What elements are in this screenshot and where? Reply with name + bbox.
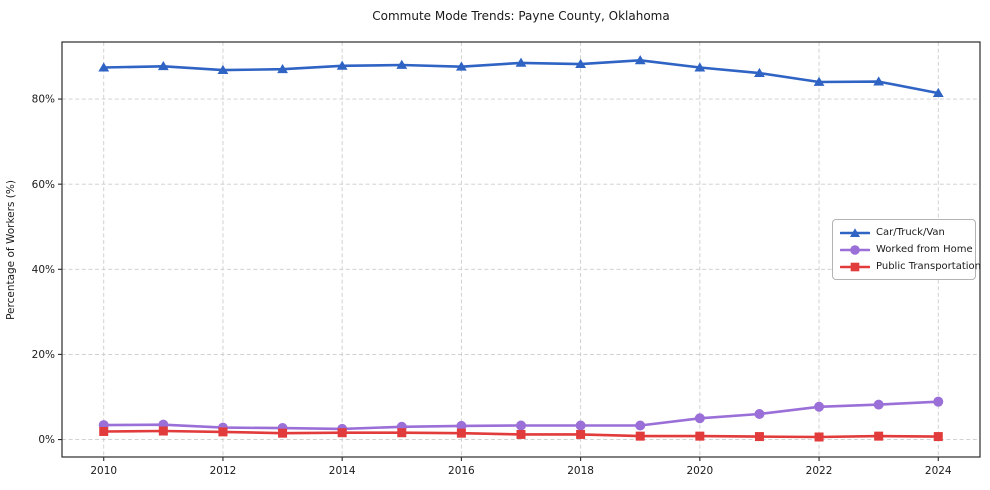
legend-item-public-transportation: Public Transportation (840, 260, 981, 273)
data-marker-public-transportation (99, 426, 109, 436)
data-marker-car-truck-van (336, 60, 348, 70)
data-marker-car-truck-van (694, 62, 706, 72)
data-marker-worked-from-home (694, 413, 705, 424)
data-marker-car-truck-van (217, 64, 229, 74)
data-marker-car-truck-van (575, 58, 587, 69)
data-marker-car-truck-van (932, 87, 944, 97)
x-tick-label: 2020 (686, 465, 713, 477)
legend-label: Public Transportation (876, 261, 981, 272)
data-marker-car-truck-van (873, 76, 885, 86)
data-marker-car-truck-van (98, 62, 110, 72)
x-tick-label: 2012 (210, 465, 237, 477)
axis-layer: 2010 2012 2014 2016 2018 2020 2022 2024 0% 20% 40%… (32, 41, 981, 477)
data-marker-car-truck-van (515, 57, 527, 67)
x-tick-label: 2014 (329, 465, 356, 477)
grid-layer (62, 42, 980, 457)
data-marker-public-transportation (874, 431, 884, 441)
legend-sample-marker (850, 262, 860, 271)
data-marker-worked-from-home (873, 399, 884, 410)
data-marker-public-transportation (278, 428, 288, 438)
y-tick-label: 20% (32, 349, 55, 361)
data-marker-public-transportation (635, 431, 645, 441)
data-marker-public-transportation (218, 427, 228, 437)
x-tick-label: 2022 (806, 465, 833, 477)
worked-from-home-line-circle-icon (840, 244, 870, 255)
data-marker-worked-from-home (456, 420, 467, 431)
public-transportation-line-square-icon (840, 262, 870, 271)
data-marker-worked-from-home (635, 420, 646, 431)
x-tick-label: 2024 (925, 465, 952, 477)
legend-sample-marker (850, 244, 860, 255)
data-marker-car-truck-van (754, 67, 765, 77)
x-tick-label: 2016 (448, 465, 475, 477)
data-marker-public-transportation (576, 429, 586, 439)
y-tick-label: 0% (38, 434, 55, 446)
car-truck-van-line-triangle-icon (840, 227, 870, 237)
x-tick-label: 2010 (90, 465, 117, 477)
legend-label: Car/Truck/Van (876, 227, 945, 238)
data-marker-public-transportation (814, 432, 824, 442)
data-marker-worked-from-home (754, 409, 765, 420)
data-marker-car-truck-van (277, 64, 288, 74)
data-marker-public-transportation (456, 428, 466, 438)
y-tick-label: 80% (32, 94, 55, 106)
plot-border (61, 41, 981, 458)
y-tick-label: 40% (32, 264, 55, 276)
legend-sample-marker (850, 227, 860, 237)
chart-title: Commute Mode Trends: Payne County, Oklah… (372, 9, 669, 23)
data-marker-public-transportation (516, 429, 526, 439)
data-marker-public-transportation (337, 428, 347, 438)
data-marker-public-transportation (754, 432, 764, 442)
data-marker-car-truck-van (634, 55, 646, 65)
legend-item-car-truck-van: Car/Truck/Van (840, 226, 967, 239)
data-marker-car-truck-van (455, 61, 467, 71)
data-marker-car-truck-van (157, 61, 169, 71)
series-layer (98, 55, 944, 442)
legend-item-worked-from-home: Worked from Home (840, 243, 973, 256)
data-marker-worked-from-home (814, 401, 825, 412)
legend-label: Worked from Home (876, 244, 973, 255)
data-marker-public-transportation (397, 428, 407, 438)
y-axis-label: Percentage of Workers (%) (5, 180, 17, 320)
y-tick-label: 60% (32, 179, 55, 191)
data-marker-worked-from-home (575, 420, 586, 431)
data-marker-public-transportation (158, 426, 168, 436)
data-marker-worked-from-home (516, 420, 526, 431)
x-tick-label: 2018 (567, 465, 594, 477)
data-marker-public-transportation (695, 431, 705, 441)
data-marker-car-truck-van (396, 59, 408, 69)
legend: Car/Truck/Van Worked from Home Public Tr… (832, 219, 981, 280)
data-marker-worked-from-home (933, 396, 944, 407)
data-marker-public-transportation (933, 432, 943, 442)
data-marker-car-truck-van (813, 76, 825, 86)
